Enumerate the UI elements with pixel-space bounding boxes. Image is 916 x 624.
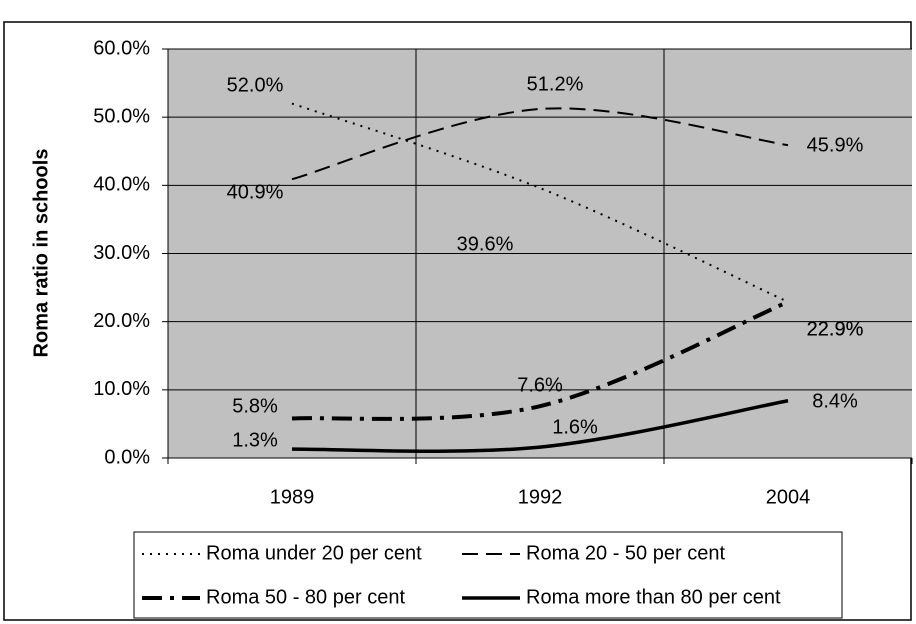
- data-label: 8.4%: [812, 390, 858, 412]
- data-label: 7.6%: [517, 374, 563, 396]
- legend-label: Roma 50 - 80 per cent: [206, 586, 405, 608]
- data-label: 40.9%: [227, 181, 284, 203]
- y-tick-label: 50.0%: [93, 105, 150, 127]
- legend-label: Roma under 20 per cent: [206, 542, 422, 564]
- data-label: 39.6%: [457, 233, 514, 255]
- x-tick-label: 1992: [518, 486, 563, 508]
- data-label: 22.9%: [807, 318, 864, 340]
- x-tick-label: 2004: [766, 486, 811, 508]
- data-label: 1.6%: [552, 416, 598, 438]
- data-label: 52.0%: [227, 74, 284, 96]
- y-tick-label: 30.0%: [93, 242, 150, 264]
- line: [291, 300, 789, 421]
- y-axis-label: Roma ratio in schools: [30, 149, 52, 358]
- line: [291, 107, 789, 181]
- data-label: 1.3%: [232, 429, 278, 451]
- data-label: 45.9%: [807, 134, 864, 156]
- data-label: 5.8%: [232, 395, 278, 417]
- line: [291, 399, 789, 453]
- y-tick-label: 40.0%: [93, 174, 150, 196]
- data-label: 22.9%: [807, 318, 864, 340]
- y-tick-label: 0.0%: [104, 446, 150, 468]
- legend-label: Roma 20 - 50 per cent: [526, 542, 725, 564]
- y-tick-label: 10.0%: [93, 378, 150, 400]
- x-tick-label: 1989: [270, 486, 315, 508]
- legend-label: Roma more than 80 per cent: [526, 586, 781, 608]
- y-tick-label: 20.0%: [93, 310, 150, 332]
- legend: [133, 531, 843, 619]
- y-tick-label: 60.0%: [93, 37, 150, 59]
- data-label: 51.2%: [527, 73, 584, 95]
